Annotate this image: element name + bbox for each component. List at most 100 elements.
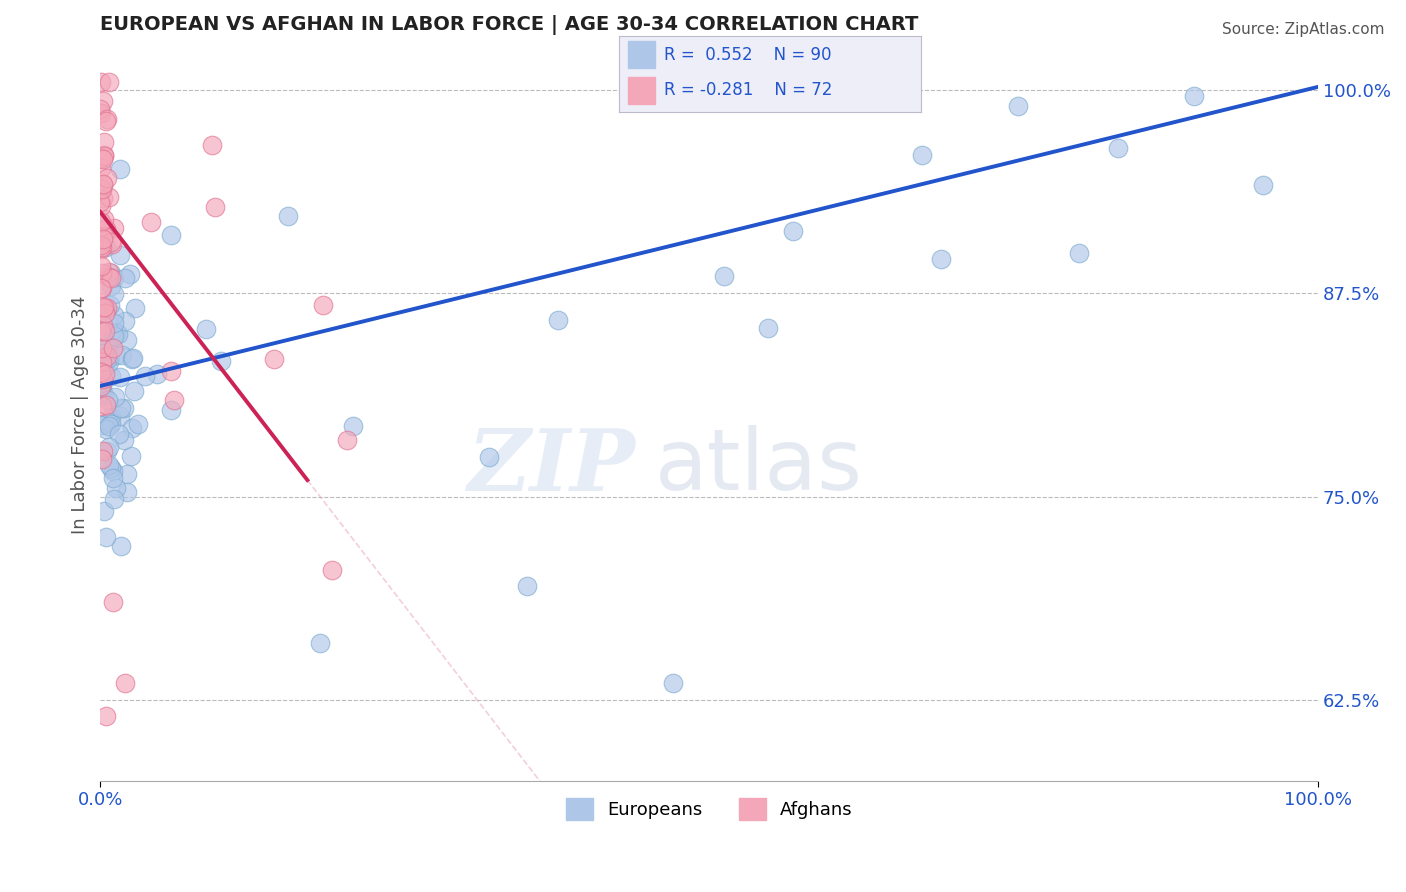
Point [90, 199, 112, 213]
Point [90, 181, 112, 195]
Point [101, 341, 124, 355]
Point [321, 563, 343, 577]
Point [93, 229, 115, 244]
Point [911, 147, 934, 161]
Point [107, 327, 129, 342]
Point [91, 281, 114, 295]
Point [115, 467, 138, 482]
Point [134, 369, 156, 384]
Point [195, 321, 218, 335]
Point [91, 451, 114, 466]
Point [114, 676, 136, 690]
Text: Source: ZipAtlas.com: Source: ZipAtlas.com [1222, 22, 1385, 37]
Point [89, 195, 111, 210]
Point [756, 320, 779, 334]
Point [94, 530, 117, 544]
Point [98, 298, 121, 312]
Point [112, 434, 135, 448]
Point [121, 351, 143, 366]
Point [94, 306, 117, 320]
Point [201, 138, 224, 153]
Point [93, 301, 115, 315]
Point [93, 149, 115, 163]
Point [91, 318, 114, 332]
Point [110, 161, 132, 176]
Point [90, 106, 112, 120]
Point [98, 355, 121, 369]
Point [1007, 98, 1029, 112]
Point [90, 240, 112, 254]
Y-axis label: In Labor Force | Age 30-34: In Labor Force | Age 30-34 [72, 296, 89, 534]
Point [124, 384, 146, 398]
Point [146, 367, 169, 381]
Point [96, 112, 118, 127]
Point [90, 266, 112, 280]
Bar [627, 41, 655, 69]
Point [98, 269, 121, 284]
Point [96, 709, 118, 723]
Point [661, 676, 683, 690]
Point [204, 200, 226, 214]
Point [91, 178, 114, 192]
Point [111, 348, 134, 362]
Point [104, 390, 127, 404]
Point [103, 464, 125, 478]
Point [89, 102, 111, 116]
Point [97, 190, 120, 204]
Point [90, 386, 112, 401]
Point [91, 376, 114, 391]
Point [94, 222, 117, 236]
Point [160, 363, 183, 377]
Point [97, 418, 120, 433]
Point [97, 351, 120, 366]
Point [90, 75, 112, 89]
Point [96, 349, 118, 363]
Point [98, 351, 121, 365]
Point [478, 450, 501, 464]
Point [90, 161, 112, 176]
Point [100, 368, 122, 383]
Point [97, 75, 120, 89]
Point [118, 267, 141, 281]
Point [263, 352, 285, 367]
Point [103, 308, 125, 322]
Point [90, 215, 112, 229]
Text: R = -0.281    N = 72: R = -0.281 N = 72 [664, 81, 832, 99]
Point [163, 392, 186, 407]
Point [91, 152, 114, 166]
Point [93, 387, 115, 401]
Point [311, 298, 333, 312]
Point [94, 221, 117, 235]
Point [115, 485, 138, 500]
Point [277, 209, 299, 223]
Point [101, 471, 124, 485]
Point [94, 398, 117, 412]
Point [121, 421, 143, 435]
Point [308, 636, 330, 650]
Point [336, 433, 359, 447]
Point [120, 449, 142, 463]
Point [91, 301, 114, 315]
Point [103, 286, 125, 301]
Point [114, 271, 136, 285]
Point [96, 306, 118, 320]
Point [103, 329, 125, 343]
Point [90, 242, 112, 256]
Point [91, 444, 114, 458]
Point [100, 417, 122, 432]
Point [160, 403, 183, 417]
Point [110, 401, 132, 416]
Point [93, 504, 115, 518]
Point [100, 460, 122, 475]
Point [97, 392, 120, 407]
Point [103, 221, 125, 235]
Point [100, 235, 122, 249]
Point [94, 422, 117, 436]
Point [91, 94, 114, 108]
Point [94, 240, 117, 254]
Point [98, 265, 121, 279]
Point [90, 237, 112, 252]
Point [93, 212, 115, 227]
Point [124, 301, 146, 316]
Point [91, 377, 114, 392]
